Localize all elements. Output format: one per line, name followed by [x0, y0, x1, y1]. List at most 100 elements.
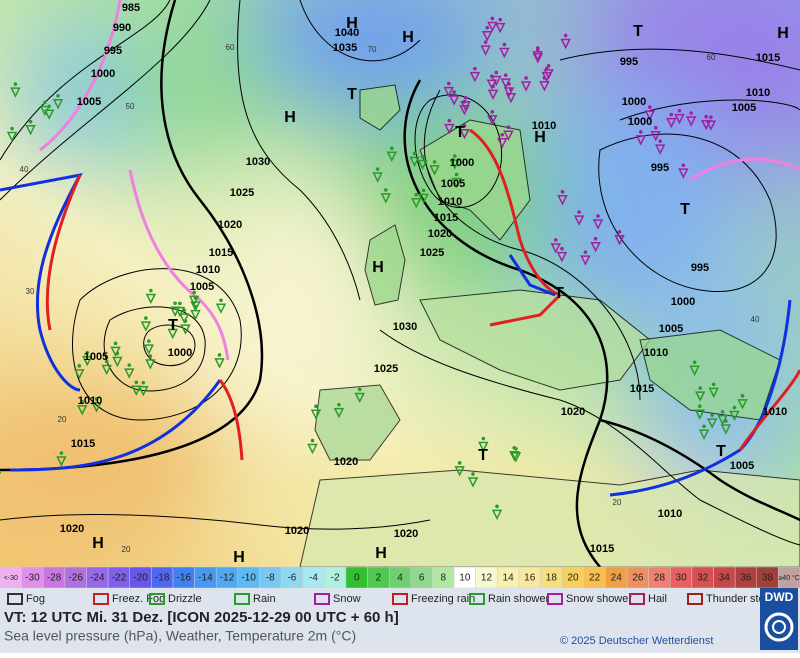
weather-dot	[732, 405, 737, 410]
isobar-label: 1000	[671, 296, 695, 308]
scale-label: -16	[177, 573, 192, 584]
weather-dot	[502, 42, 507, 47]
weather-dot	[473, 66, 477, 71]
weather-dot	[421, 188, 426, 193]
weather-dot	[710, 413, 714, 417]
weather-symbol	[720, 424, 732, 435]
height-label: 20	[122, 545, 131, 554]
weather-dot	[596, 214, 600, 218]
pressure-center: T	[168, 317, 178, 334]
weather-dot	[462, 123, 467, 128]
scale-label: -10	[241, 573, 256, 584]
scale-label: -8	[266, 573, 275, 584]
weather-symbol	[729, 410, 740, 422]
weather-symbol	[460, 101, 471, 112]
weather-dot	[192, 290, 196, 295]
weather-symbol	[478, 441, 489, 453]
weather-dot	[104, 359, 109, 364]
weather-symbol	[169, 306, 181, 317]
legend-label: Thunder storm	[706, 593, 778, 605]
weather-dot	[563, 33, 568, 38]
weather-symbol	[509, 451, 520, 462]
legend-label: Freezing rain	[411, 593, 475, 605]
weather-dot	[310, 438, 315, 443]
legend-label: Rain	[253, 593, 276, 605]
scale-label: 4	[397, 573, 403, 584]
weather-dot	[77, 364, 82, 368]
weather-symbol	[372, 172, 383, 183]
weather-dot	[546, 64, 551, 68]
scale-label: 12	[481, 573, 493, 584]
legend-label: Snow	[333, 593, 361, 605]
weather-dot	[740, 394, 745, 398]
scale-label: -14	[198, 573, 213, 584]
pressure-center: H	[284, 109, 296, 126]
weather-symbol	[614, 234, 625, 246]
weather-symbol	[454, 466, 465, 477]
weather-dot	[524, 76, 528, 80]
isobar-label: 1000	[628, 116, 652, 128]
weather-symbol	[491, 509, 503, 521]
scale-label: 26	[632, 573, 644, 584]
height-label: 40	[20, 165, 29, 174]
scale-label: -12	[220, 573, 235, 584]
weather-dot	[506, 125, 511, 130]
weather-dot	[414, 192, 419, 197]
weather-symbol	[550, 243, 561, 254]
weather-symbol	[52, 99, 64, 110]
weather-dot	[43, 100, 47, 105]
weather-symbol	[380, 193, 392, 204]
legend-icon	[547, 593, 563, 605]
weather-symbol	[354, 392, 365, 404]
isobar-label: 1000	[91, 68, 115, 80]
weather-dot	[454, 172, 459, 177]
weather-dot	[514, 447, 518, 451]
weather-symbol	[654, 144, 666, 155]
isobar-label: 1010	[763, 406, 787, 418]
weather-symbol	[110, 346, 121, 357]
scale-label: 28	[654, 573, 666, 584]
weather-symbol	[543, 69, 554, 80]
map-area: 985 990 995 1000 1005 1040 1035 1030 1025 1020 101…	[0, 0, 800, 567]
isobar-label: 1015	[209, 247, 233, 259]
weather-symbol	[481, 31, 493, 42]
description: Sea level pressure (hPa), Weather, Tempe…	[4, 628, 356, 644]
weather-dot	[446, 81, 451, 86]
weather-symbol	[174, 306, 186, 318]
legend-icon	[392, 593, 408, 605]
weather-dot	[59, 451, 64, 455]
weather-symbol	[698, 429, 710, 440]
weather-symbol	[333, 407, 345, 419]
isobar-label: 995	[651, 162, 669, 174]
weather-symbol	[487, 115, 498, 126]
weather-symbol	[590, 241, 601, 253]
weather-dot	[560, 189, 565, 194]
weather-symbol	[411, 197, 422, 209]
isobar-label: 1000	[450, 157, 474, 169]
weather-dot	[193, 296, 198, 300]
weather-symbol	[307, 443, 318, 455]
legend-label: Fog	[26, 593, 45, 605]
weather-dot	[709, 115, 713, 119]
weather-symbol	[39, 105, 51, 117]
weather-symbol	[6, 131, 18, 143]
weather-dot	[144, 316, 148, 320]
weather-symbol	[74, 369, 85, 380]
dwd-logo-icon	[764, 612, 794, 642]
scale-label: ≥40 °C	[778, 574, 799, 582]
isobar-label: 1010	[438, 196, 462, 208]
scale-label: 32	[697, 573, 709, 584]
weather-symbol	[487, 89, 499, 101]
isobar-label: 1005	[441, 178, 465, 190]
isobar-label: 1010	[746, 87, 770, 99]
scale-label: 14	[503, 573, 515, 584]
weather-symbol	[503, 87, 515, 98]
scale-label: -4	[309, 573, 318, 584]
height-label: 40	[751, 315, 760, 324]
pressure-center: T	[554, 285, 564, 302]
weather-symbol	[666, 117, 677, 129]
weather-symbol	[486, 79, 498, 90]
scale-label: 6	[419, 573, 425, 584]
isobar-label: 1010	[644, 347, 668, 359]
